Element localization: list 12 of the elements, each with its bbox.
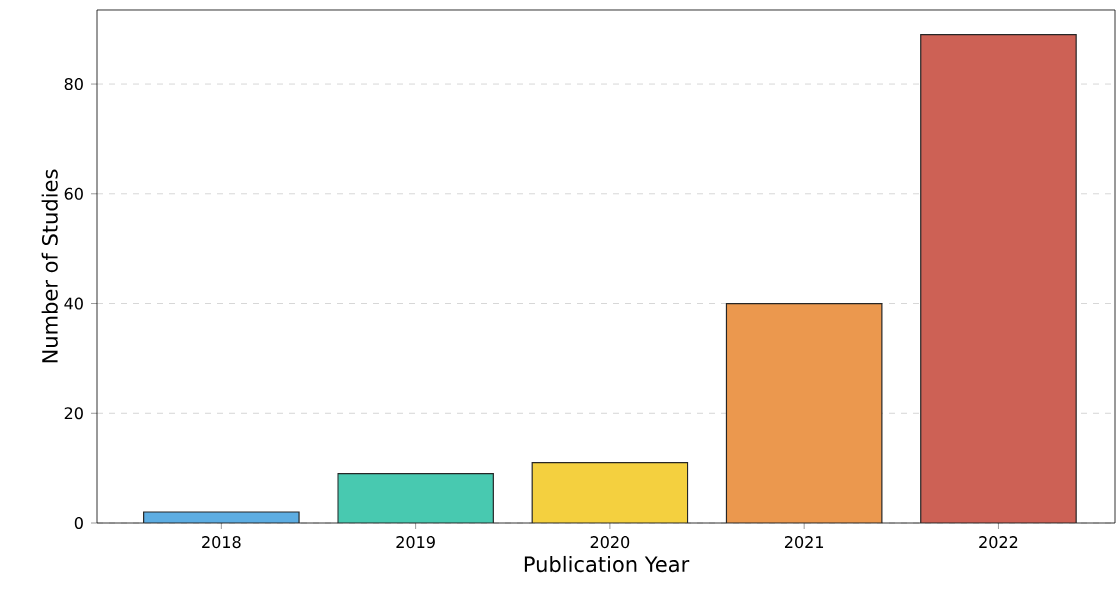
y-tick-label: 20	[64, 407, 83, 420]
x-tick-label: 2019	[396, 536, 435, 549]
y-tick-label: 80	[64, 77, 83, 91]
x-tick-label: 2018	[202, 536, 241, 549]
y-tick-label: 60	[64, 187, 83, 200]
x-axis-title: Publication Year	[524, 555, 690, 573]
y-tick-label: 40	[64, 297, 83, 310]
x-tick-label: 2020	[590, 536, 630, 549]
y-axis-title: Number of Studies	[41, 169, 58, 363]
y-tick-label: 0	[74, 516, 83, 530]
x-tick-label: 2021	[784, 536, 824, 549]
x-tick-label: 2022	[979, 536, 1018, 549]
